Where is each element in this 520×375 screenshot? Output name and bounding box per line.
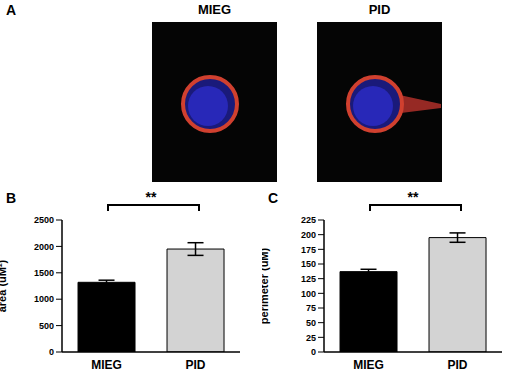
html-text:B: B (6, 190, 17, 206)
svg-text:150: 150 (301, 259, 316, 269)
html-text:PID: PID (368, 2, 391, 17)
svg-text:25: 25 (306, 333, 316, 343)
svg-text:125: 125 (301, 274, 316, 284)
svg-text:75: 75 (306, 303, 316, 313)
svg-text:500: 500 (39, 321, 54, 331)
svg-text:200: 200 (301, 230, 316, 240)
svg-text:2000: 2000 (34, 242, 54, 252)
svg-text:2500: 2500 (34, 215, 54, 225)
svg-text:0: 0 (311, 347, 316, 357)
svg-text:50: 50 (306, 318, 316, 328)
html-text:C: C (268, 190, 279, 206)
svg-text:100: 100 (301, 289, 316, 299)
svg-text:225: 225 (301, 215, 316, 225)
svg-text:PID: PID (447, 358, 467, 372)
svg-text:1000: 1000 (34, 294, 54, 304)
svg-text:MIEG: MIEG (91, 358, 122, 372)
svg-text:area (uM²): area (uM²) (0, 259, 8, 312)
svg-text:PID: PID (185, 358, 205, 372)
svg-text:MIEG: MIEG (353, 358, 384, 372)
html-text:A: A (6, 2, 17, 18)
svg-text:perimeter (uM): perimeter (uM) (262, 247, 270, 324)
svg-text:175: 175 (301, 245, 316, 255)
svg-text:0: 0 (49, 347, 54, 357)
html-text:MIEG: MIEG (197, 2, 232, 17)
svg-text:1500: 1500 (34, 268, 54, 278)
